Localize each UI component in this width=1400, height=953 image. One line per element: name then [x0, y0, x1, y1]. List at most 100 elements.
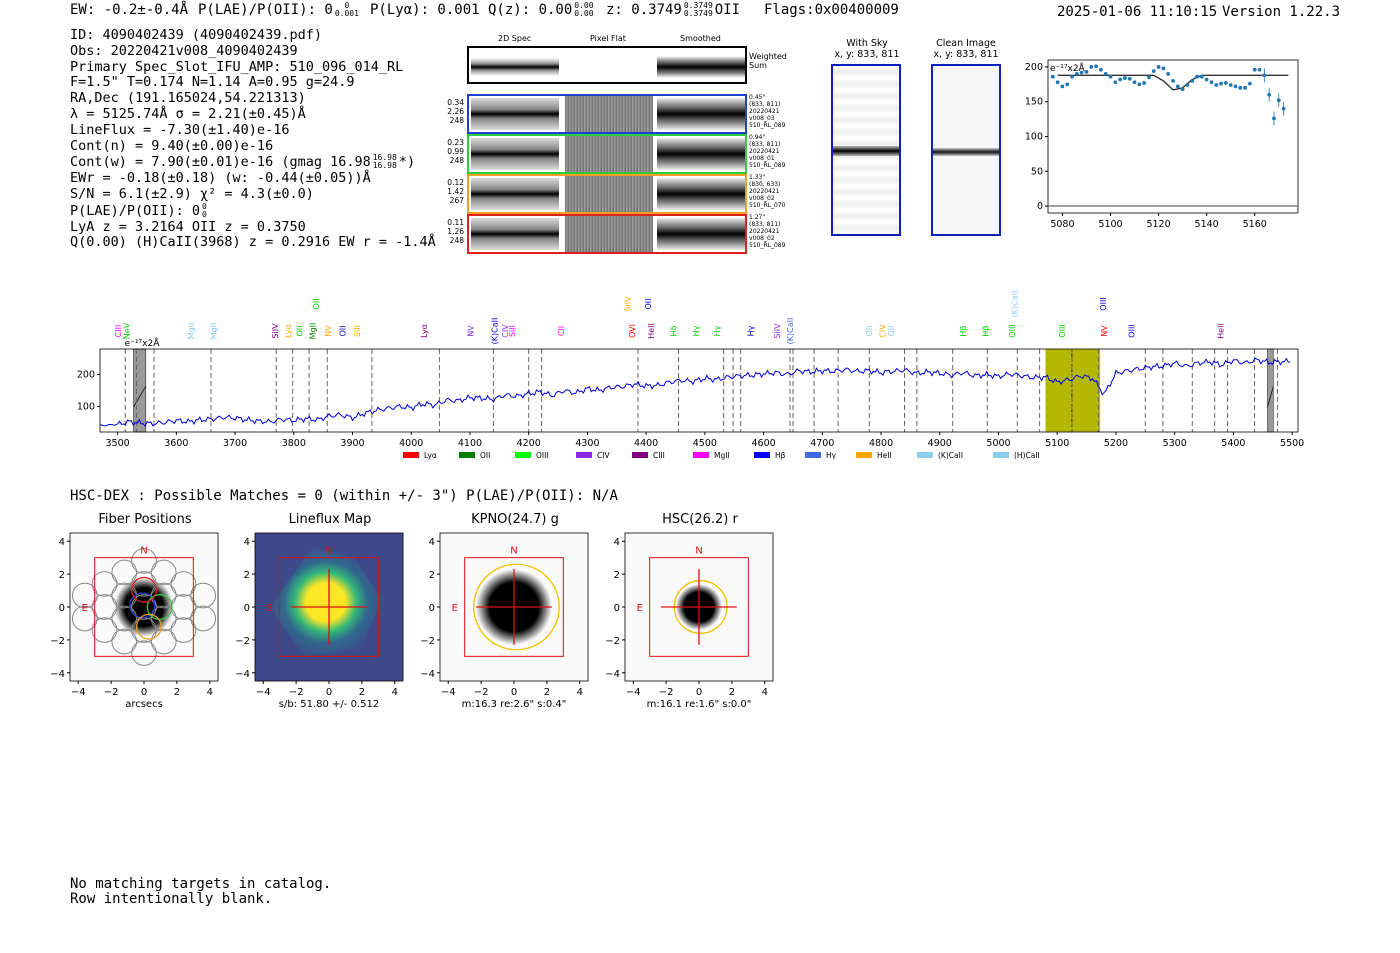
- cutout-y-tick-label: −2: [235, 636, 250, 647]
- zoom-data-point: [1223, 81, 1228, 85]
- full-spectrum-line: [99, 357, 1291, 427]
- full-line-label: Hγ: [747, 325, 756, 336]
- full-line-label: MgII: [187, 323, 196, 340]
- fiber-2d-strip: [471, 138, 559, 170]
- fiber-circle: [190, 605, 217, 632]
- fiber-circle: [111, 559, 138, 586]
- zoom-data-point: [1161, 66, 1166, 71]
- cutout-y-tick-label: 4: [614, 537, 620, 548]
- zoom-data-point: [1233, 84, 1238, 89]
- fiber-flat-strip: [565, 136, 653, 172]
- zoom-data-point: [1228, 83, 1233, 87]
- fiber-flat-strip: [565, 96, 653, 132]
- zoom-y-tick-label: 50: [1031, 166, 1043, 177]
- legend-label: (K)CaII: [938, 451, 963, 460]
- zoom-data-point: [1079, 70, 1084, 75]
- zoom-data-point: [1185, 83, 1190, 87]
- cutout-y-tick-label: −4: [420, 669, 435, 680]
- cutout-x-tick-label: 2: [729, 687, 735, 698]
- full-line-label: OIII: [1058, 324, 1067, 337]
- zoom-data-point: [1142, 81, 1147, 85]
- fiber-circle: [91, 617, 118, 643]
- header-version: Version 1.22.3: [1222, 4, 1341, 20]
- zoom-data-point: [1055, 80, 1060, 85]
- fiber-row-left-stats: 0.11 1.26 248: [447, 218, 464, 245]
- search-box: [279, 557, 379, 657]
- legend-swatch: [576, 452, 592, 458]
- cutout-xlabel: arcsecs: [125, 699, 163, 708]
- full-line-label: Lyα: [420, 324, 429, 338]
- full-x-tick-label: 3900: [340, 438, 364, 449]
- full-x-tick-label: 4500: [693, 438, 717, 449]
- zoom-data-point: [1209, 80, 1214, 85]
- cutout-x-tick-label: 4: [577, 687, 583, 698]
- cutout-x-tick-label: 0: [326, 687, 332, 698]
- footer-line-2: Row intentionally blank.: [70, 891, 273, 907]
- clean-trace: [933, 148, 999, 156]
- east-label: E: [267, 603, 273, 614]
- fiber-spectra-panel: 2D Spec Pixel Flat Smoothed Weighted Sum…: [440, 30, 800, 260]
- zoom-data-point: [1084, 69, 1089, 74]
- search-box: [464, 557, 564, 657]
- full-x-tick-label: 4000: [399, 438, 423, 449]
- cutout-x-tick-label: 4: [207, 687, 213, 698]
- zoom-data-point: [1180, 87, 1185, 92]
- aperture-circle: [473, 563, 560, 651]
- zoom-y-tick-label: 100: [1025, 132, 1043, 143]
- weighted-smoothed: [657, 56, 745, 78]
- zoom-data-point: [1175, 84, 1180, 89]
- cutout-x-tick-label: 0: [696, 687, 702, 698]
- fiber-highlight-orange: [135, 613, 162, 640]
- fiber-highlight-blue: [129, 592, 156, 619]
- cutout-x-tick-label: −2: [289, 687, 304, 698]
- clean-image: [931, 64, 1001, 236]
- full-x-tick-label: 5200: [1104, 438, 1128, 449]
- info-lambda: λ = 5125.74Å σ = 2.21(±0.45)Å: [70, 105, 306, 122]
- info-params: F=1.5" T=0.174 N=1.14 A=0.95 g=24.9: [70, 74, 355, 91]
- fiber-circle: [111, 582, 138, 609]
- cutout-y-tick-label: −2: [605, 636, 620, 647]
- fiber-smoothed-strip: [657, 218, 745, 250]
- legend-label: Lyα: [424, 451, 437, 460]
- full-x-tick-label: 4800: [869, 438, 893, 449]
- cutout-x-tick-label: 2: [544, 687, 550, 698]
- full-line-label: NV: [1100, 325, 1109, 337]
- header-plya: P(Lyα): 0.001: [370, 2, 480, 18]
- zoom-data-point: [1204, 77, 1209, 82]
- full-line-label: NV: [324, 325, 333, 337]
- zoom-data-point: [1147, 75, 1151, 80]
- cutout-x-tick-label: −4: [626, 687, 641, 698]
- cutout-x-tick-label: −4: [256, 687, 271, 698]
- full-x-tick-label: 4900: [928, 438, 952, 449]
- full-x-tick-label: 5300: [1163, 438, 1187, 449]
- full-x-tick-label: 4100: [458, 438, 482, 449]
- cutout-y-tick-label: 4: [244, 537, 250, 548]
- lineflux-blob: [269, 547, 382, 657]
- cutout-title: Lineflux Map: [288, 512, 372, 527]
- fiber-circle: [150, 559, 177, 586]
- full-line-label: MgII: [209, 323, 218, 340]
- source-blob: [114, 577, 174, 637]
- fiber-smoothed-strip: [657, 138, 745, 170]
- zoom-data-point: [1103, 72, 1108, 76]
- zoom-data-point: [1132, 80, 1137, 85]
- full-x-tick-label: 5400: [1221, 438, 1245, 449]
- zoom-data-point: [1113, 80, 1118, 85]
- cutout-xlabel: m:16.3 re:2.6" s:0.4": [462, 699, 567, 708]
- col-smoothed: Smoothed: [680, 34, 721, 43]
- info-q: Q(0.00) (H)CaII(3968) z = 0.2916 EW r = …: [70, 234, 436, 251]
- cutout-y-tick-label: 4: [59, 537, 65, 548]
- zoom-data-point: [1074, 72, 1079, 76]
- full-x-tick-label: 5000: [986, 438, 1010, 449]
- fiber-circle: [131, 594, 157, 620]
- fiber-row-left-stats: 0.34 2.26 248: [447, 98, 464, 125]
- full-x-tick-label: 4700: [810, 438, 834, 449]
- fiber-smoothed-strip: [657, 98, 745, 130]
- full-line-label: Hβ: [982, 325, 991, 336]
- fiber-circle: [71, 605, 98, 632]
- legend-swatch: [403, 452, 419, 458]
- full-line-label: OII: [887, 325, 896, 336]
- fiber-row-frame: [467, 134, 747, 174]
- full-line-label: (K)CaII: [491, 318, 500, 345]
- full-line-label: OIII: [1099, 297, 1108, 310]
